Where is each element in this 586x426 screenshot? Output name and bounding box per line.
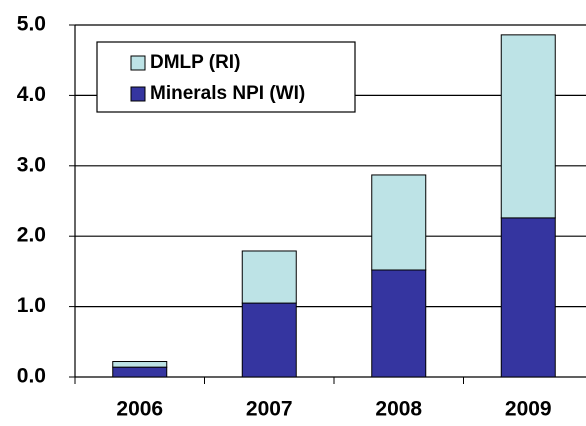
- x-tick-label: 2008: [375, 398, 422, 421]
- legend-swatch: [130, 86, 146, 102]
- y-tick-label: 0.0: [17, 365, 46, 388]
- bar-segment: [371, 269, 427, 378]
- y-tick-label: 1.0: [17, 294, 46, 317]
- bar-segment: [112, 361, 168, 368]
- y-tick-label: 2.0: [17, 224, 46, 247]
- bar-segment: [112, 366, 168, 378]
- y-tick-label: 5.0: [17, 13, 46, 36]
- legend-label: Minerals NPI (WI): [150, 83, 305, 104]
- x-tick-label: 2009: [505, 398, 552, 421]
- legend-label: DMLP (RI): [150, 52, 240, 73]
- bar-segment: [241, 250, 297, 304]
- bar-segment: [500, 34, 556, 219]
- bar-segment: [241, 302, 297, 378]
- x-tick-label: 2007: [246, 398, 293, 421]
- legend-swatch: [130, 55, 146, 71]
- y-tick-label: 3.0: [17, 153, 46, 176]
- bar-segment: [371, 174, 427, 271]
- x-tick-label: 2006: [116, 398, 163, 421]
- bar-segment: [500, 217, 556, 378]
- y-tick-label: 4.0: [17, 83, 46, 106]
